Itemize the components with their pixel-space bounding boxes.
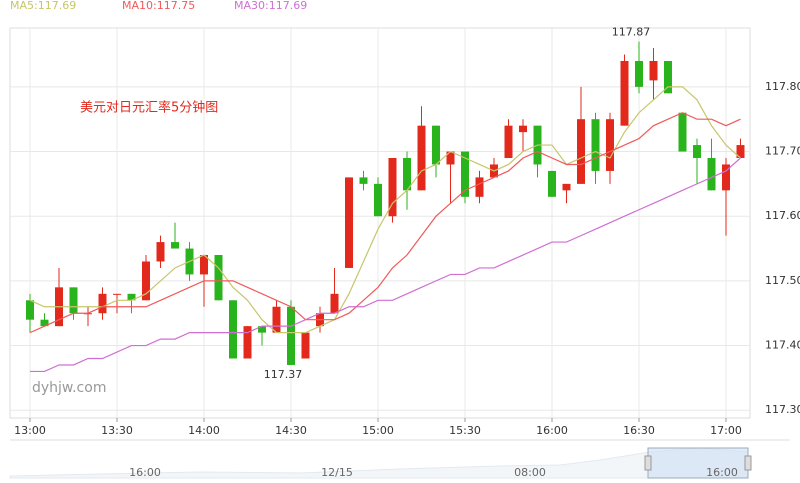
- candle-body: [707, 158, 716, 191]
- legend-entry: MA30:117.69: [234, 0, 307, 12]
- x-tick-label: 16:00: [536, 424, 568, 437]
- candle-body: [142, 261, 150, 301]
- x-tick-label: 13:30: [101, 424, 133, 437]
- candle-body: [446, 151, 455, 165]
- candle-body: [359, 177, 368, 184]
- candle-body: [475, 177, 484, 197]
- x-tick-label: 13:00: [14, 424, 46, 437]
- navigator-label: 12/15: [321, 466, 353, 479]
- candle-body: [345, 177, 353, 268]
- ma-line: [29, 86, 741, 334]
- chart-title: 美元对日元汇率5分钟图: [80, 100, 218, 116]
- candle-body: [606, 119, 614, 171]
- plot: 117.30 117.40 117.50 117.60 117.70 117.80 13:0…: [10, 26, 800, 437]
- candle-body: [113, 293, 121, 295]
- candle-body: [504, 125, 513, 158]
- y-tick-label: 117.40: [765, 339, 800, 352]
- candle-body: [287, 306, 295, 365]
- candle-body: [432, 125, 440, 165]
- candle-body: [127, 293, 136, 301]
- candle-body: [577, 119, 585, 184]
- candle-body: [374, 183, 382, 217]
- navigator-label: 16:00: [706, 466, 738, 479]
- y-tick-label: 117.80: [765, 80, 800, 93]
- candle-body: [214, 255, 223, 301]
- candle-body: [171, 242, 179, 249]
- navigator-label: 16:00: [129, 466, 161, 479]
- x-tick-label: 14:30: [275, 424, 307, 437]
- candle-body: [664, 60, 672, 94]
- candle-body: [388, 158, 397, 217]
- candle-body: [272, 306, 281, 333]
- candle-body: [243, 326, 252, 359]
- candle-body: [258, 326, 266, 333]
- candle-body: [417, 125, 426, 191]
- candle-body: [403, 158, 411, 191]
- candle-body: [69, 287, 78, 314]
- x-tick-label: 16:30: [623, 424, 655, 437]
- y-tick-label: 117.70: [765, 145, 800, 158]
- candle-body: [678, 112, 687, 152]
- y-tick-label: 117.50: [765, 274, 800, 287]
- ma-line: [30, 157, 741, 373]
- candle-body: [620, 60, 629, 126]
- candle-body: [736, 145, 745, 158]
- candle-body: [200, 255, 208, 275]
- watermark: dyhjw.com: [32, 380, 106, 396]
- candle-body: [562, 183, 571, 191]
- candle-body: [635, 60, 643, 87]
- navigator-handle[interactable]: [644, 455, 652, 471]
- candle-body: [98, 293, 107, 314]
- x-tick-label: 15:30: [449, 424, 481, 437]
- y-tick-label: 117.30: [765, 403, 800, 416]
- candle-body: [40, 319, 49, 327]
- ma-line: [29, 112, 741, 334]
- low-label: 117.37: [264, 368, 303, 381]
- navigator: [9, 439, 790, 479]
- navigator-label: 08:00: [514, 466, 546, 479]
- candle-body: [26, 300, 34, 320]
- navigator-area: [9, 447, 749, 479]
- high-label: 117.87: [612, 26, 651, 39]
- navigator-handle[interactable]: [744, 455, 752, 471]
- legend-entry: MA10:117.75: [122, 0, 195, 12]
- legend-entry: MA5:117.69: [10, 0, 76, 12]
- candle-body: [649, 60, 658, 81]
- navigator-selection[interactable]: [647, 447, 749, 479]
- x-tick-label: 15:00: [362, 424, 394, 437]
- x-tick-label: 17:00: [710, 424, 742, 437]
- candle-body: [330, 293, 339, 314]
- candle-body: [229, 300, 237, 359]
- x-tick-label: 14:00: [188, 424, 220, 437]
- candle-body: [301, 332, 310, 359]
- candle-body: [591, 119, 600, 171]
- candle-body: [548, 170, 556, 197]
- candle-body: [693, 145, 701, 158]
- candle-body: [519, 125, 527, 133]
- candle-body: [461, 151, 469, 197]
- candle-body: [722, 164, 730, 191]
- y-tick-label: 117.60: [765, 209, 800, 222]
- candle-body: [156, 242, 165, 262]
